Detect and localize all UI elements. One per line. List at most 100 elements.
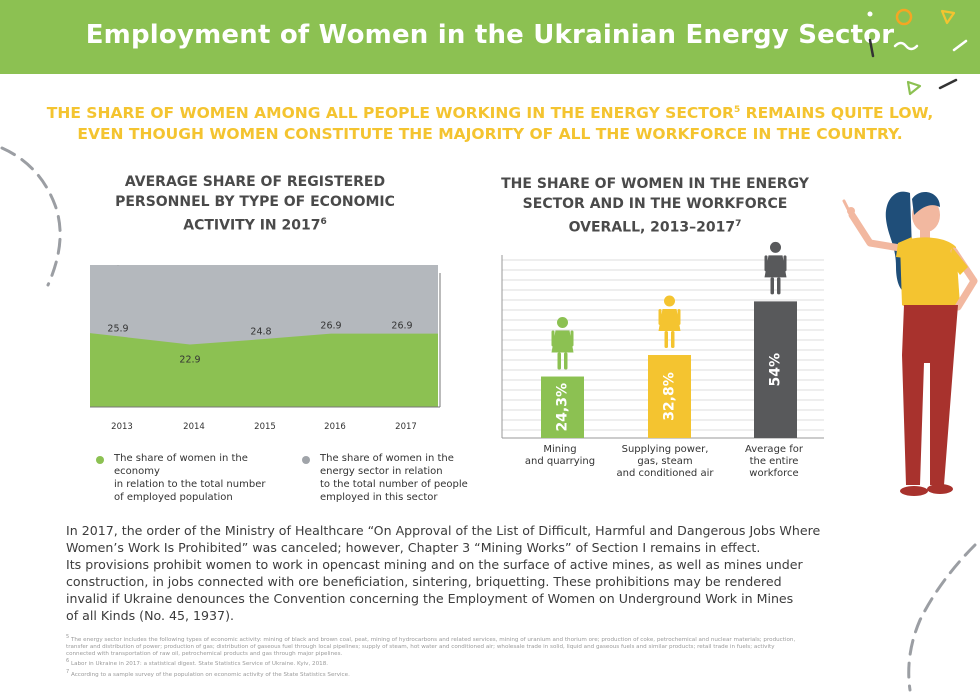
woman-pictogram-icon xyxy=(658,295,681,349)
woman-illustration xyxy=(842,191,978,496)
bar-label-mining: Mining and quarrying xyxy=(505,444,615,468)
area-chart: 52.753.053.753.854.025.922.924.826.926.9… xyxy=(90,265,441,432)
pictogram-head xyxy=(557,317,568,329)
title-line: Average share of registered xyxy=(124,174,386,190)
pictogram-head xyxy=(770,241,781,253)
title-line: The share of women in the energy xyxy=(501,176,809,192)
pictogram-dress xyxy=(658,309,681,332)
footnote-ref: 7 xyxy=(735,219,742,229)
legend-text: energy sector in relation xyxy=(320,466,443,477)
data-label: 24.8 xyxy=(250,326,271,337)
deco-triangle-1 xyxy=(940,9,956,25)
deco-triangle-2 xyxy=(906,80,922,96)
body-line: In 2017, the order of the Ministry of He… xyxy=(66,523,821,538)
pictogram-arm xyxy=(783,255,787,272)
legend-item-energy: The share of women in the energy sector … xyxy=(302,452,477,504)
title-line: activity in 2017 xyxy=(183,217,321,234)
body-line: Women’s Work Is Prohibited” was canceled… xyxy=(66,540,761,555)
bar-label-text: workforce xyxy=(749,468,799,479)
body-line: invalid if Ukraine denounces the Convent… xyxy=(66,591,794,606)
bar-chart: 24,3% 32,8% 54% xyxy=(501,241,824,439)
footnote-text: Labor in Ukraine in 2017: a statistical … xyxy=(69,661,329,668)
pictogram-leg xyxy=(564,352,568,370)
legend-text: The share of women in the xyxy=(320,453,454,464)
data-label: 26.9 xyxy=(320,321,341,332)
bar-label-text: the entire xyxy=(749,456,799,467)
pictogram-arm xyxy=(658,309,662,326)
data-label: 26.9 xyxy=(391,321,412,332)
body-line: of all Kinds (No. 45, 1937). xyxy=(66,608,234,623)
legend-item-economy: The share of women in the economy in rel… xyxy=(96,452,296,504)
pictogram-leg xyxy=(664,331,668,349)
deco-ring xyxy=(895,8,913,26)
footnote-number: 5 xyxy=(66,634,70,640)
woman-pictogram-icon xyxy=(764,241,787,295)
x-tick-label: 2015 xyxy=(254,422,276,432)
bar xyxy=(541,376,584,438)
title-line: overall, 2013–2017 xyxy=(568,219,736,236)
pictogram-dress xyxy=(764,255,787,278)
footnote-text: connected with transportation of raw oil… xyxy=(66,651,343,658)
bar xyxy=(754,301,797,438)
bar-label-text: Supplying power, xyxy=(621,444,709,455)
footnote-number: 6 xyxy=(66,658,70,665)
body-paragraph: In 2017, the order of the Ministry of He… xyxy=(66,522,926,624)
subtitle: The share of women among all people work… xyxy=(40,100,940,145)
bar-label-text: and conditioned air xyxy=(616,468,714,479)
body-line: construction, in jobs connected with ore… xyxy=(66,574,782,589)
x-tick-label: 2014 xyxy=(183,422,205,432)
bar-label-text: Average for xyxy=(745,444,803,455)
pictogram-leg xyxy=(770,277,774,295)
pictogram-arm xyxy=(764,255,768,272)
footnotes: 5 The energy sector includes the followi… xyxy=(66,634,886,679)
legend-text: The share of women in the economy xyxy=(114,453,248,477)
deco-dash-2 xyxy=(952,39,968,52)
bar-label-text: gas, steam xyxy=(637,456,693,467)
deco-squiggle xyxy=(893,41,919,51)
area-series-economy xyxy=(90,333,438,407)
pictogram-dress xyxy=(551,330,574,353)
bar xyxy=(648,355,691,438)
footnote-ref: 6 xyxy=(320,217,327,227)
pictogram-arm xyxy=(677,309,681,326)
legend-text: to the total number of people xyxy=(320,479,468,490)
footnote-ref: 5 xyxy=(734,105,741,115)
subtitle-line-1-end: remains quite low, xyxy=(740,104,934,123)
subtitle-line-1: The share of women among all people work… xyxy=(46,104,734,123)
deco-dash-3 xyxy=(938,78,958,90)
header-banner: Employment of Women in the Ukrainian Ene… xyxy=(0,0,980,74)
legend-swatch-grey xyxy=(302,456,310,464)
bar-value-label: 24,3% xyxy=(555,383,571,432)
deco-left-arc xyxy=(0,146,62,287)
legend-text: employed in this sector xyxy=(320,492,438,503)
legend-text: of employed population xyxy=(114,492,233,503)
footnote-number: 7 xyxy=(66,668,70,675)
pictogram-leg xyxy=(777,277,781,295)
body-line: Its provisions prohibit women to work in… xyxy=(66,557,803,572)
title-line: sector and in the workforce xyxy=(522,196,788,212)
title-line: personnel by type of economic xyxy=(115,194,395,210)
deco-dot xyxy=(867,11,873,17)
bar-label-average: Average for the entire workforce xyxy=(719,444,829,480)
x-tick-label: 2017 xyxy=(395,422,417,432)
bar-value-label: 54% xyxy=(768,353,784,387)
data-label: 25.9 xyxy=(107,323,128,334)
subtitle-line-2: even though women constitute the majorit… xyxy=(77,125,903,144)
bar-chart-title: The share of women in the energy sector … xyxy=(490,174,820,238)
woman-pictogram-icon xyxy=(551,317,574,370)
x-tick-label: 2013 xyxy=(111,422,133,432)
pictogram-head xyxy=(664,295,675,307)
pictogram-leg xyxy=(557,352,561,370)
legend-text: in relation to the total number xyxy=(114,479,266,490)
legend-swatch-green xyxy=(96,456,104,464)
deco-dash-1 xyxy=(868,38,875,58)
pictogram-arm xyxy=(551,330,555,347)
footnote-text: The energy sector includes the following… xyxy=(69,636,796,643)
x-tick-label: 2016 xyxy=(324,422,346,432)
bar-label-text: and quarrying xyxy=(524,456,596,467)
data-label: 22.9 xyxy=(179,354,200,365)
page-title: Employment of Women in the Ukrainian Ene… xyxy=(85,20,895,50)
bar-label-power: Supplying power, gas, steam and conditio… xyxy=(605,444,725,480)
pictogram-arm xyxy=(570,330,574,347)
